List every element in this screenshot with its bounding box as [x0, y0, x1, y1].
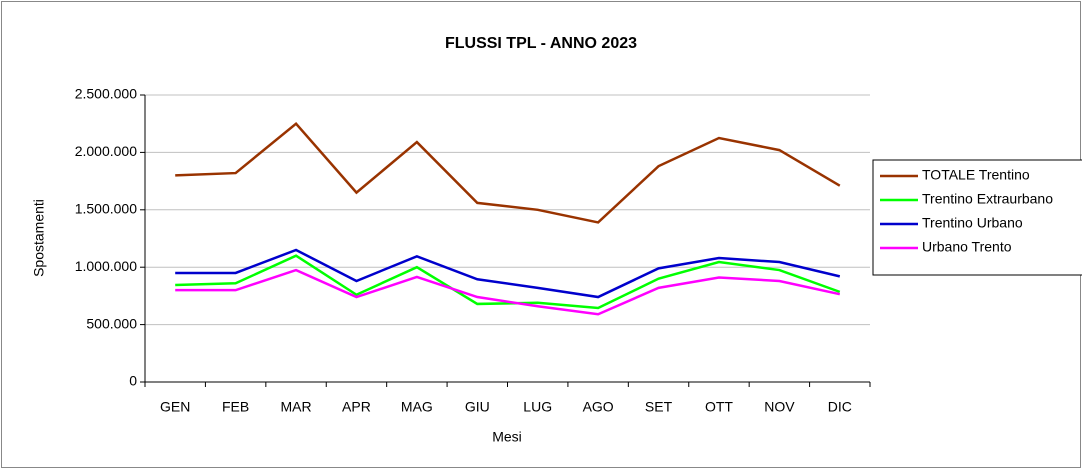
legend-label: Urbano Trento	[922, 239, 1012, 255]
x-tick-label: GIU	[465, 399, 490, 415]
y-tick-label: 2.500.000	[75, 86, 137, 102]
y-tick-label: 0	[129, 373, 137, 389]
x-tick-label: SET	[645, 399, 673, 415]
legend-items: TOTALE Trentino Trentino Extraurbano Trent…	[880, 167, 1053, 255]
x-tick-label: DIC	[828, 399, 852, 415]
legend-label: Trentino Urbano	[922, 215, 1023, 231]
x-tick-label: MAG	[401, 399, 433, 415]
x-tick-label: OTT	[705, 399, 733, 415]
legend-label: TOTALE Trentino	[922, 167, 1030, 183]
legend	[872, 159, 1082, 276]
chart-title: FLUSSI TPL - ANNO 2023	[445, 35, 637, 52]
x-tick-label: GEN	[160, 399, 190, 415]
x-tick-label: LUG	[523, 399, 552, 415]
y-axis-label: Spostamenti	[31, 199, 47, 277]
line-series	[175, 268, 841, 316]
x-axis-label: Mesi	[492, 429, 522, 445]
x-tick-label: FEB	[222, 399, 249, 415]
x-tick-label: MAR	[280, 399, 311, 415]
line-series	[175, 254, 841, 310]
y-tick-label: 2.000.000	[75, 143, 137, 159]
line-series	[175, 121, 841, 224]
x-tick-label: APR	[342, 399, 371, 415]
y-tick-label: 1.500.000	[75, 201, 137, 217]
x-tick-label: AGO	[583, 399, 614, 415]
line-series	[175, 248, 841, 299]
legend-label: Trentino Extraurbano	[922, 191, 1053, 207]
y-tick-label: 500.000	[86, 315, 137, 331]
y-tick-label: 1.000.000	[75, 258, 137, 274]
x-tick-label: NOV	[764, 399, 795, 415]
